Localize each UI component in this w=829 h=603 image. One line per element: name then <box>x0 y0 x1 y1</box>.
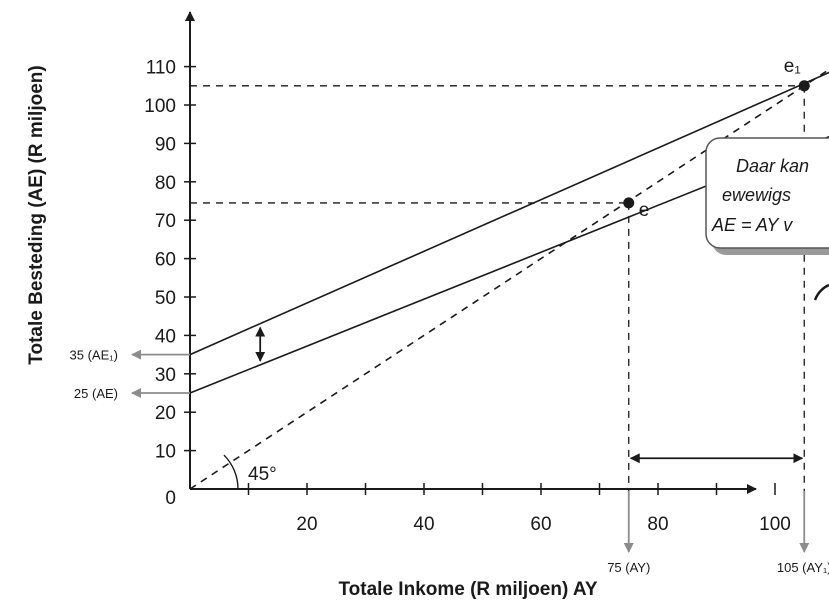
x-marker-label: 75 (AY) <box>607 560 650 575</box>
y-tick-label: 90 <box>155 134 176 155</box>
x-tick-label: 60 <box>530 514 551 535</box>
series-line <box>189 71 829 356</box>
x-marker-label: 105 (AY₁) <box>777 560 829 575</box>
angle-arc <box>223 454 239 490</box>
note-box: Daar kan ewewigs AE = AY v <box>705 137 829 255</box>
series-lines: E = YAE₁ = C₁ + I₁ + G₁AE = C + I + G <box>189 68 829 490</box>
y-tick-label: 50 <box>155 288 176 309</box>
chart-marks: e e₁ 45° 35 (AE₁) 25 (AE) 75 (AY) 105 (AY₁) <box>70 56 829 575</box>
y-tick-label: 70 <box>155 211 176 232</box>
axes: 102030405060708090100110020406080100120 <box>144 11 791 535</box>
y-tick-label: 60 <box>155 250 176 271</box>
y-tick-label: 10 <box>155 442 176 463</box>
note-line-3: AE = AY v <box>711 215 793 235</box>
equilibrium-label: e₁ <box>784 56 801 77</box>
cropped-mark <box>813 283 829 301</box>
note-box-frame <box>705 137 829 249</box>
note-line-2: ewewigs <box>722 185 791 205</box>
y-intercept-label: 25 (AE) <box>74 386 118 401</box>
series-line <box>189 68 829 490</box>
y-axis-title: Totale Besteding (AE) (R miljoen) <box>26 65 47 364</box>
x-tick-label: 80 <box>647 514 668 535</box>
note-line-1: Daar kan <box>736 156 809 176</box>
y-tick-label: 30 <box>155 365 176 386</box>
y-tick-label: 40 <box>155 326 176 347</box>
x-axis-title: Totale Inkome (R miljoen) AY <box>338 579 597 600</box>
y-tick-label: 20 <box>155 403 176 424</box>
origin-label: 0 <box>165 488 176 509</box>
y-intercept-label: 35 (AE₁) <box>70 348 118 363</box>
x-tick-label: 20 <box>296 514 317 535</box>
y-tick-label: 110 <box>146 58 176 79</box>
equilibrium-point <box>798 80 810 92</box>
x-tick-label: 100 <box>759 514 791 535</box>
equilibrium-label: e <box>639 200 650 221</box>
equilibrium-point <box>623 197 635 209</box>
y-tick-label: 100 <box>144 96 176 117</box>
angle-label: 45° <box>248 464 277 485</box>
x-tick-label: 40 <box>413 514 434 535</box>
y-tick-label: 80 <box>155 173 176 194</box>
